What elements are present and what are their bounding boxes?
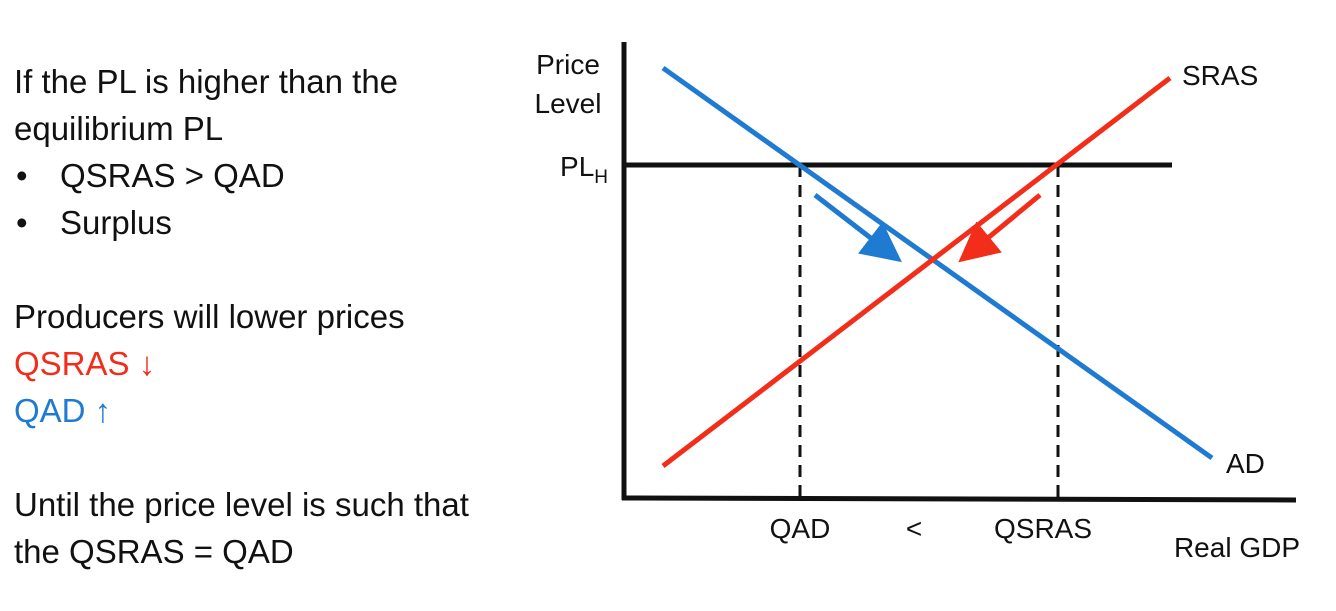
price-level-label: PLH: [560, 151, 608, 188]
x-axis-label: Real GDP: [1174, 532, 1300, 563]
bullet-list: QSRAS > QAD Surplus: [14, 152, 514, 246]
qad-axis-label: QAD: [770, 513, 831, 544]
qad-increase-text: QAD ↑: [14, 392, 112, 429]
y-axis-label-line1: Price: [536, 49, 600, 80]
sras-curve: [661, 76, 1172, 468]
qsras-decrease-text: QSRAS ↓: [14, 345, 156, 382]
price-level-label-main: PL: [560, 151, 594, 182]
comparison-symbol: <: [906, 513, 922, 544]
explanation-panel: If the PL is higher than the equilibrium…: [14, 58, 514, 575]
conclusion-text: Until the price level is such that the Q…: [14, 486, 469, 570]
y-axis-label-line2: Level: [535, 88, 602, 119]
bullet-item: QSRAS > QAD: [14, 152, 514, 199]
ad-label: AD: [1226, 448, 1265, 479]
price-level-label-subscript: H: [594, 167, 608, 188]
ad-adjustment-arrow: [813, 193, 902, 263]
bullet-item: Surplus: [14, 199, 514, 246]
ad-curve: [661, 65, 1214, 461]
producers-text: Producers will lower prices: [14, 298, 405, 335]
sras-adjustment-arrow: [958, 193, 1042, 263]
sras-label: SRAS: [1182, 60, 1258, 91]
x-axis: [621, 495, 1297, 503]
qsras-axis-label: QSRAS: [994, 513, 1092, 544]
heading-text: If the PL is higher than the equilibrium…: [14, 63, 399, 147]
